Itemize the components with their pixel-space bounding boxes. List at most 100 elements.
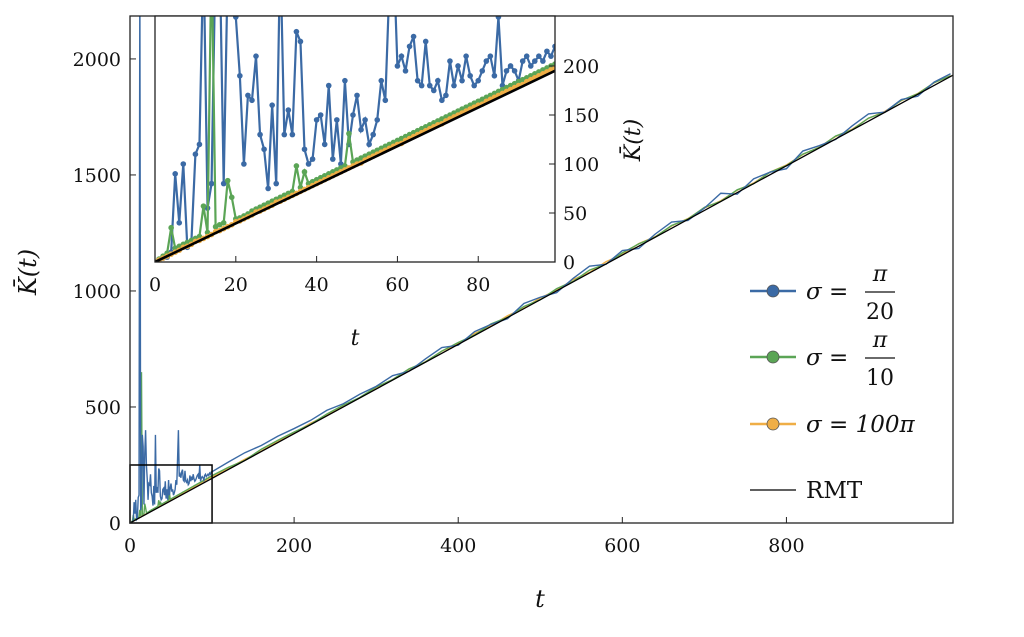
- legend-entry-4: RMT: [750, 478, 863, 504]
- inset-data-point: [447, 58, 453, 64]
- y-tick-label: 500: [85, 397, 121, 419]
- inset-rmt-line: [155, 69, 555, 262]
- legend-fraction-numerator: π: [872, 328, 888, 353]
- inset-data-point: [220, 219, 227, 226]
- inset-data-point: [451, 82, 457, 89]
- inset-data-point: [293, 163, 300, 169]
- inset-x-tick-label: 20: [224, 274, 248, 296]
- inset-data-point: [511, 68, 518, 74]
- inset-data-point: [309, 156, 316, 162]
- inset-data-point: [435, 77, 441, 84]
- inset-data-point: [443, 92, 449, 99]
- inset-data-point: [257, 131, 263, 138]
- inset-data-point: [495, 16, 502, 20]
- legend-label: σ = 100π: [806, 412, 915, 438]
- inset-data-point: [325, 82, 332, 89]
- legend-label: RMT: [806, 478, 863, 504]
- inset-data-point: [540, 58, 546, 64]
- inset-data-point: [354, 92, 360, 99]
- legend-fraction-denominator: 20: [866, 300, 894, 325]
- inset-data-point: [382, 97, 389, 104]
- inset-data-point: [475, 77, 482, 84]
- x-tick-label: 400: [440, 535, 476, 557]
- main-x-label: t: [535, 585, 545, 613]
- inset-data-point: [321, 141, 328, 148]
- inset-data-point: [487, 53, 494, 59]
- inset-data-point: [523, 53, 530, 59]
- legend-entry-3: σ = 100π: [750, 412, 915, 438]
- inset-data-point: [402, 68, 409, 74]
- legend-entry-2: σ = π 10: [750, 328, 895, 391]
- main-series-line-1: [130, 16, 951, 523]
- main-rmt-line: [130, 74, 953, 523]
- inset-data-point: [281, 131, 288, 138]
- inset-data-point: [253, 53, 259, 59]
- inset-data-point: [467, 72, 473, 79]
- y-tick-label: 2000: [73, 49, 121, 71]
- inset-data-point: [192, 151, 199, 157]
- inset-data-point: [410, 33, 417, 40]
- inset-data-point: [350, 112, 356, 118]
- inset-y-tick-label: 0: [563, 252, 575, 274]
- inset-data-point: [527, 63, 534, 69]
- inset-data-point: [455, 63, 461, 69]
- inset-data-point: [366, 141, 372, 148]
- main-series-line-2: [130, 75, 951, 523]
- inset-plot: [155, 16, 555, 262]
- y-tick-label: 0: [109, 513, 121, 535]
- inset-data-point: [172, 170, 179, 177]
- legend-marker: [766, 284, 780, 298]
- inset-data-point: [329, 156, 336, 162]
- inset-data-point: [426, 82, 433, 89]
- inset-data-point: [479, 68, 486, 74]
- legend-marker: [766, 417, 780, 431]
- inset-y-tick-label: 100: [563, 154, 599, 176]
- inset-y-tick-label: 150: [563, 105, 599, 127]
- inset-data-point: [552, 65, 555, 71]
- inset-data-point: [196, 141, 203, 148]
- inset-data-point: [422, 38, 429, 45]
- inset-data-point: [463, 53, 469, 59]
- inset-x-tick-label: 60: [385, 274, 409, 296]
- inset-data-point: [261, 146, 267, 153]
- inset-data-point: [334, 117, 340, 123]
- inset-data-point: [531, 58, 538, 64]
- inset-x-tick-label: 80: [466, 274, 490, 296]
- legend-fraction-numerator: π: [872, 262, 888, 287]
- inset-data-point: [293, 28, 300, 35]
- inset-data-point: [519, 58, 526, 64]
- inset-data-point: [285, 107, 292, 113]
- inset-data-point: [536, 53, 542, 59]
- inset-y-label: K̄(t): [619, 119, 646, 162]
- inset-data-point: [414, 77, 421, 84]
- inset-data-point: [548, 53, 554, 59]
- inset-x-tick-label: 0: [149, 274, 161, 296]
- inset-data-point: [313, 117, 320, 123]
- inset-data-point: [220, 180, 227, 187]
- inset-data-point: [552, 43, 555, 50]
- x-tick-label: 600: [604, 535, 640, 557]
- inset-x-label: t: [351, 326, 360, 351]
- inset-ticks: 0 20 40 60 80 0 50 100 150 200: [149, 56, 599, 296]
- inset-data-point: [305, 161, 312, 167]
- inset-data-point: [168, 224, 174, 231]
- inset-data-point: [418, 82, 425, 89]
- inset-data-point: [273, 180, 280, 187]
- x-tick-label: 0: [124, 535, 136, 557]
- inset-y-tick-label: 200: [563, 56, 599, 78]
- inset-data-point: [459, 77, 465, 84]
- inset-series-1: [155, 16, 555, 262]
- main-y-label: K̄(t): [14, 249, 42, 296]
- inset-data-point: [507, 63, 514, 69]
- y-tick-label: 1000: [73, 281, 121, 303]
- inset-data-point: [544, 48, 550, 55]
- inset-data-point: [200, 203, 207, 209]
- legend-label: σ =: [806, 279, 848, 305]
- inset-data-point: [228, 194, 235, 201]
- inset-data-point: [245, 92, 251, 99]
- inset-data-point: [237, 72, 243, 79]
- inset-data-point: [406, 43, 413, 50]
- inset-data-point: [289, 131, 296, 138]
- inset-data-point: [224, 177, 231, 184]
